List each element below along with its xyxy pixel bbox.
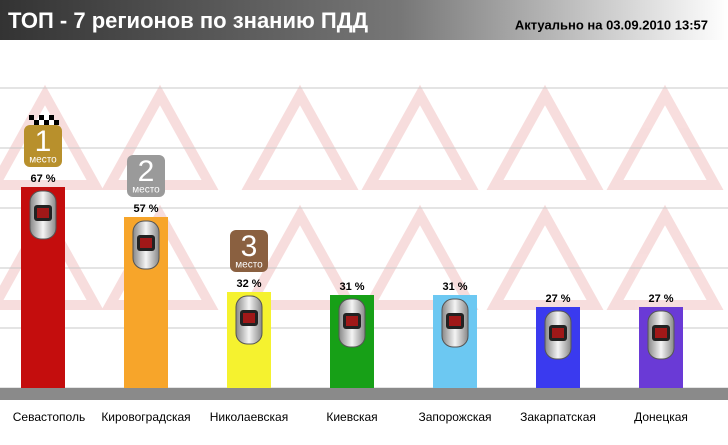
flag-square (49, 115, 54, 120)
x-tick-label: Кировоградская (101, 410, 190, 424)
flag-square (29, 115, 34, 120)
value-label: 32 % (236, 278, 261, 290)
car-seat-red (37, 208, 49, 218)
value-label: 67 % (30, 173, 55, 185)
chart-title: ТОП - 7 регионов по знанию ПДД (8, 8, 368, 33)
value-label: 31 % (339, 281, 364, 293)
flag-square (54, 120, 59, 125)
car-icon (544, 310, 572, 360)
flag-square (39, 115, 44, 120)
x-tick-label: Киевская (326, 410, 377, 424)
badge-label: место (132, 185, 160, 196)
car-icon (338, 298, 366, 348)
x-tick-label: Запорожская (418, 410, 491, 424)
car-icon (441, 298, 469, 348)
car-icon (647, 310, 675, 360)
value-label: 27 % (545, 293, 570, 305)
value-label: 57 % (133, 203, 158, 215)
car-icon (235, 295, 263, 345)
flag-square (44, 120, 49, 125)
car-seat-red (449, 316, 461, 326)
badge (230, 230, 268, 272)
background-signs (0, 84, 724, 310)
badge-label: место (235, 260, 263, 271)
car-seat-red (140, 238, 152, 248)
badge (127, 155, 165, 197)
value-label: 31 % (442, 281, 467, 293)
badge-rank: 2 (138, 155, 155, 188)
x-tick-label: Закарпатская (520, 410, 596, 424)
car-seat-red (243, 313, 255, 323)
flag-square (34, 120, 39, 125)
badge-rank: 1 (35, 125, 52, 158)
chart-subtitle: Актуально на 03.09.2010 13:57 (515, 17, 708, 32)
value-label: 27 % (648, 293, 673, 305)
baseline-band (0, 388, 728, 400)
car-seat-red (655, 328, 667, 338)
badge-rank: 3 (241, 230, 258, 263)
car-icon (132, 220, 160, 270)
header-bar (0, 0, 728, 40)
x-tick-label: Севастополь (13, 410, 85, 424)
car-seat-red (346, 316, 358, 326)
badge-label: место (29, 155, 57, 166)
badge (24, 125, 62, 167)
car-seat-red (552, 328, 564, 338)
x-tick-label: Донецкая (634, 410, 688, 424)
x-tick-label: Николаевская (210, 410, 288, 424)
car-icon (29, 190, 57, 240)
